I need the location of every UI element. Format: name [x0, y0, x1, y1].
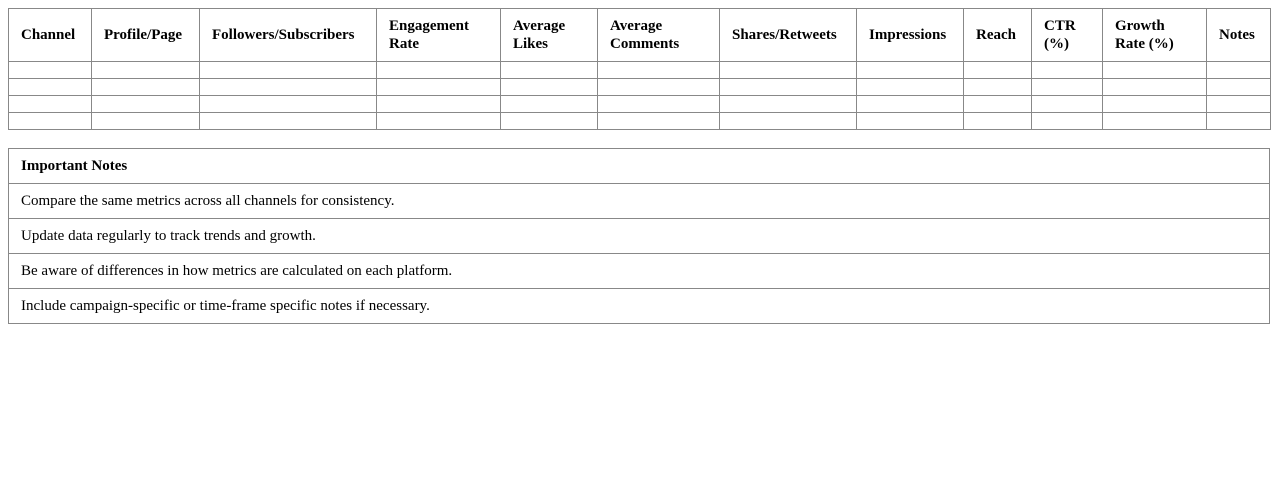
table-cell[interactable]: [8, 61, 92, 79]
table-cell[interactable]: [856, 112, 964, 130]
metrics-table: Channel Profile/Page Followers/Subscribers…: [8, 8, 1271, 130]
column-header-average-likes: Average Likes: [500, 8, 598, 62]
table-cell[interactable]: [376, 78, 501, 96]
table-cell[interactable]: [1031, 61, 1103, 79]
column-header-profile-page: Profile/Page: [91, 8, 200, 62]
table-cell[interactable]: [1102, 112, 1207, 130]
table-cell[interactable]: [199, 112, 377, 130]
table-cell[interactable]: [500, 78, 598, 96]
table-cell[interactable]: [856, 78, 964, 96]
header-row: Channel Profile/Page Followers/Subscribers…: [8, 8, 1271, 62]
table-cell[interactable]: [199, 61, 377, 79]
table-cell[interactable]: [376, 112, 501, 130]
table-cell[interactable]: [199, 78, 377, 96]
column-header-channel: Channel: [8, 8, 92, 62]
table-cell[interactable]: [1102, 95, 1207, 113]
table-cell[interactable]: [1031, 112, 1103, 130]
column-header-engagement-rate: Engagement Rate: [376, 8, 501, 62]
table-cell[interactable]: [963, 61, 1032, 79]
table-row: [8, 78, 1271, 96]
table-cell[interactable]: [8, 95, 92, 113]
table-cell[interactable]: [719, 112, 857, 130]
table-cell[interactable]: [597, 112, 720, 130]
table-cell[interactable]: [500, 95, 598, 113]
note-item: Be aware of differences in how metrics a…: [8, 253, 1270, 289]
column-header-shares-retweets: Shares/Retweets: [719, 8, 857, 62]
table-cell[interactable]: [597, 95, 720, 113]
table-cell[interactable]: [1031, 78, 1103, 96]
column-header-reach: Reach: [963, 8, 1032, 62]
table-cell[interactable]: [963, 112, 1032, 130]
table-cell[interactable]: [1206, 112, 1271, 130]
table-cell[interactable]: [500, 112, 598, 130]
table-cell[interactable]: [1102, 61, 1207, 79]
table-row: [8, 95, 1271, 113]
table-cell[interactable]: [8, 112, 92, 130]
table-cell[interactable]: [719, 78, 857, 96]
table-cell[interactable]: [719, 61, 857, 79]
table-cell[interactable]: [376, 95, 501, 113]
table-cell[interactable]: [8, 78, 92, 96]
table-cell[interactable]: [1206, 61, 1271, 79]
table-cell[interactable]: [91, 95, 200, 113]
note-item: Update data regularly to track trends an…: [8, 218, 1270, 254]
column-header-impressions: Impressions: [856, 8, 964, 62]
column-header-followers-subscribers: Followers/Subscribers: [199, 8, 377, 62]
table-cell[interactable]: [500, 61, 598, 79]
table-cell[interactable]: [963, 78, 1032, 96]
table-cell[interactable]: [91, 78, 200, 96]
table-cell[interactable]: [91, 61, 200, 79]
table-cell[interactable]: [199, 95, 377, 113]
note-item: Compare the same metrics across all chan…: [8, 183, 1270, 219]
column-header-notes: Notes: [1206, 8, 1271, 62]
table-cell[interactable]: [597, 78, 720, 96]
table-cell[interactable]: [856, 95, 964, 113]
table-cell[interactable]: [1031, 95, 1103, 113]
note-item: Include campaign-specific or time-frame …: [8, 288, 1270, 324]
table-cell[interactable]: [963, 95, 1032, 113]
table-cell[interactable]: [376, 61, 501, 79]
notes-title: Important Notes: [8, 148, 1270, 184]
table-cell[interactable]: [597, 61, 720, 79]
table-cell[interactable]: [719, 95, 857, 113]
column-header-average-comments: Average Comments: [597, 8, 720, 62]
table-cell[interactable]: [856, 61, 964, 79]
column-header-ctr: CTR (%): [1031, 8, 1103, 62]
table-row: [8, 61, 1271, 79]
table-cell[interactable]: [1206, 95, 1271, 113]
table-cell[interactable]: [1206, 78, 1271, 96]
column-header-growth-rate: Growth Rate (%): [1102, 8, 1207, 62]
table-cell[interactable]: [91, 112, 200, 130]
important-notes-table: Important Notes Compare the same metrics…: [8, 148, 1270, 324]
table-row: [8, 112, 1271, 130]
table-cell[interactable]: [1102, 78, 1207, 96]
